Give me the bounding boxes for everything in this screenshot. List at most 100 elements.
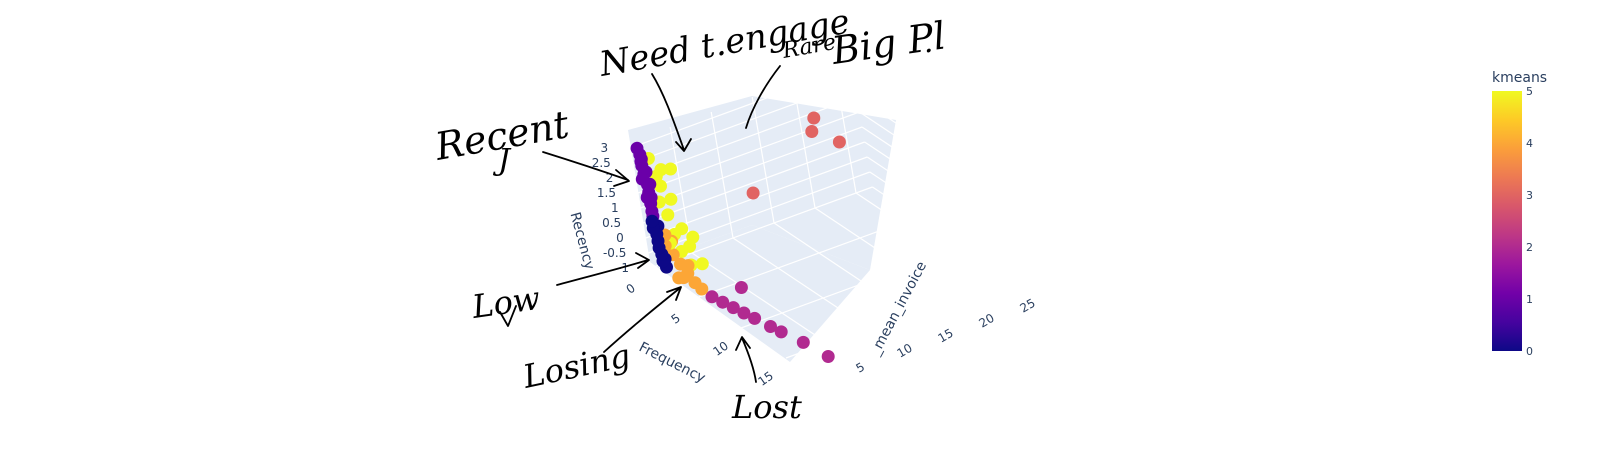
grid-line-recency — [640, 126, 863, 209]
grid-line-invoice — [792, 81, 816, 209]
grid-line-frequency — [785, 276, 1008, 359]
data-point[interactable] — [664, 162, 677, 176]
colorbar-tick-label: 5 — [1526, 85, 1533, 98]
annotation-low-check — [499, 305, 517, 327]
recency-tick-label: 0.5 — [602, 216, 621, 230]
arrow-need-engage — [651, 73, 692, 152]
grid-line-invoice — [833, 66, 857, 194]
colorbar-tick-label: 0 — [1526, 345, 1533, 358]
recency-tick-label: -0.5 — [603, 246, 626, 260]
colorbar-tick-label: 1 — [1526, 293, 1533, 306]
mean-invoice-tick-label: 10 — [895, 341, 915, 361]
data-points[interactable] — [630, 111, 846, 364]
mean-invoice-ticks: 5 10 15 20 25 — [854, 296, 1038, 376]
grid-line-invoice — [773, 222, 928, 326]
grid-line-recency — [866, 156, 1021, 260]
grid-line-invoice — [814, 207, 969, 311]
mean-invoice-tick-label: 25 — [1018, 296, 1038, 316]
data-point[interactable] — [645, 214, 659, 228]
recency-tick-label: 2 — [606, 171, 614, 185]
recency-axis-title: Recency — [567, 210, 598, 271]
data-point[interactable] — [805, 125, 819, 138]
colorbar-tick-label: 3 — [1526, 189, 1533, 202]
data-point[interactable] — [654, 179, 667, 193]
frequency-tick-label: 15 — [755, 369, 776, 389]
grid-line-recency — [648, 171, 871, 254]
arrow-low — [556, 252, 650, 286]
data-point[interactable] — [630, 141, 644, 155]
frequency-axis-title: Frequency — [636, 339, 708, 386]
arrow-recent — [542, 151, 630, 187]
annotation-lost: Lost — [731, 388, 802, 426]
data-point[interactable] — [635, 172, 649, 186]
recency-tick-label: 1 — [611, 201, 619, 215]
arrow-losing — [603, 286, 682, 353]
grid-line-invoice — [855, 192, 1010, 296]
grid-line-invoice — [669, 126, 693, 254]
side-pane — [752, 96, 896, 270]
arrow-lost — [735, 336, 757, 383]
colorbar-ticks: 0 1 2 3 4 5 — [1526, 85, 1533, 358]
data-point[interactable] — [796, 335, 810, 349]
data-point[interactable] — [726, 301, 740, 315]
grid-line-frequency — [695, 216, 918, 299]
data-point[interactable] — [664, 192, 678, 206]
grid-line-recency — [637, 111, 860, 194]
frequency-tick-label: 10 — [710, 339, 731, 359]
grid-line-frequency — [985, 150, 1009, 278]
data-point[interactable] — [734, 281, 748, 294]
data-point[interactable] — [774, 325, 788, 339]
grid-line-recency — [650, 186, 873, 269]
data-point[interactable] — [661, 208, 675, 222]
grid-line-recency — [856, 96, 1011, 200]
grid-line-invoice — [691, 252, 846, 356]
data-point[interactable] — [640, 191, 654, 204]
grid-line-invoice — [751, 96, 775, 224]
data-point[interactable] — [821, 350, 835, 363]
recency-tick-label: 1.5 — [597, 186, 616, 200]
recency-tick-label: 3 — [601, 141, 609, 155]
annotation-losing: Losing — [519, 336, 634, 396]
grid-line-frequency — [895, 90, 919, 218]
data-point[interactable] — [674, 257, 687, 271]
grid-line-recency — [859, 111, 1013, 215]
grid-line-recency — [851, 66, 1005, 170]
data-point[interactable] — [716, 295, 730, 309]
grid-line-recency — [872, 186, 1026, 290]
grid-line-recency — [864, 141, 1018, 245]
grid-line-recency — [643, 141, 865, 224]
grid-line-recency — [869, 171, 1024, 275]
data-point[interactable] — [705, 290, 719, 304]
data-point[interactable] — [737, 306, 751, 320]
colorbar: kmeans 0 1 2 3 4 5 — [1492, 70, 1547, 358]
annotation-low: Low — [469, 279, 543, 326]
data-point[interactable] — [748, 311, 762, 325]
data-point[interactable] — [635, 159, 649, 173]
data-point[interactable] — [764, 320, 777, 333]
grid-line-recency — [630, 66, 852, 149]
colorbar-title: kmeans — [1492, 70, 1547, 86]
grid-line-invoice — [710, 111, 734, 239]
grid-line-recency — [861, 126, 1016, 230]
mean-invoice-tick-label: 5 — [854, 360, 868, 376]
data-point[interactable] — [832, 135, 846, 149]
data-point[interactable] — [807, 111, 821, 125]
grid-line-invoice — [732, 237, 887, 341]
data-point[interactable] — [688, 276, 702, 290]
grid-line-recency — [853, 81, 1008, 185]
arrow-rare-big — [745, 65, 781, 129]
grid-lines — [630, 66, 1026, 359]
data-point[interactable] — [695, 257, 709, 271]
mean-invoice-tick-label: 15 — [936, 326, 956, 346]
frequency-tick-label: 0 — [624, 281, 638, 297]
frequency-tick-label: 5 — [669, 311, 683, 327]
grid-line-frequency — [740, 246, 963, 329]
data-point[interactable] — [746, 186, 760, 200]
data-point[interactable] — [672, 271, 686, 285]
recency-tick-label: 2.5 — [592, 156, 611, 170]
colorbar-tick-label: 4 — [1526, 137, 1533, 150]
annotation-big-pl-dot: . — [924, 25, 934, 60]
colorbar-scale — [1492, 91, 1522, 351]
